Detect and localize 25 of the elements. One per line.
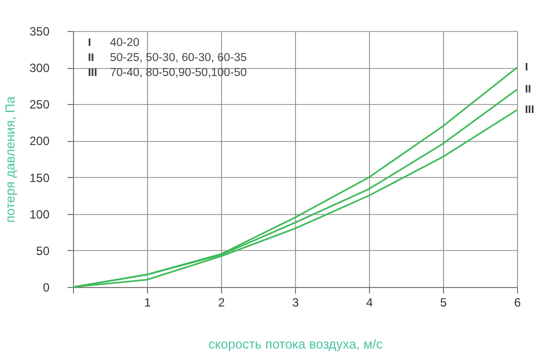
y-tick-label: 350: [29, 24, 50, 38]
x-tick-label: 6: [514, 296, 522, 310]
x-tick-label: 4: [366, 296, 374, 310]
annotation: 70-40, 80-50,90-50,100-50: [110, 67, 247, 79]
x-tick-label: 3: [292, 296, 300, 310]
text: III: [88, 67, 98, 79]
series-label: III: [525, 104, 534, 116]
text: I: [88, 37, 92, 49]
x-tick-label: 1: [144, 296, 152, 310]
series-label: II: [525, 84, 532, 96]
x-axis-title: скорость потока воздуха, м/с: [208, 336, 384, 352]
series-label: I: [525, 62, 528, 74]
annotation: 50-25, 50-30, 60-30, 60-35: [110, 52, 247, 64]
y-tick-label: 150: [29, 170, 50, 185]
y-tick-label: 100: [29, 207, 50, 222]
y-tick-label: 300: [29, 61, 50, 76]
text: II: [88, 52, 94, 64]
y-tick-label: 250: [29, 98, 50, 112]
x-tick-label: 5: [440, 296, 448, 310]
y-tick-label: 200: [29, 134, 50, 148]
x-tick-label: 2: [218, 296, 226, 310]
annotation: 40-20: [110, 37, 140, 49]
y-axis-title: потеря давления, Па: [2, 96, 18, 223]
y-tick-label: 0: [42, 280, 50, 294]
y-tick-label: 50: [36, 244, 50, 258]
